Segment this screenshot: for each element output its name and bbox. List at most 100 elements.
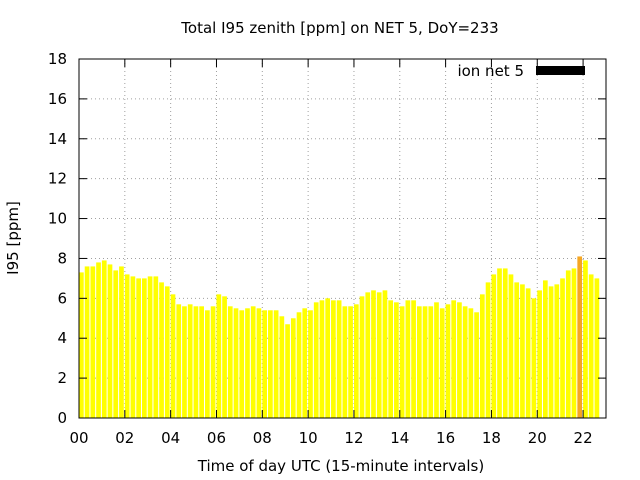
bar <box>474 312 479 418</box>
bars <box>79 256 600 418</box>
bar <box>537 290 542 418</box>
bar <box>457 302 462 418</box>
bar <box>353 304 359 418</box>
bar <box>90 266 96 418</box>
bar <box>124 274 130 418</box>
legend-label: ion net 5 <box>457 62 524 80</box>
x-tick-label: 04 <box>161 429 180 447</box>
x-tick-label: 22 <box>574 429 593 447</box>
chart-title: Total I95 zenith [ppm] on NET 5, DoY=233 <box>180 19 498 37</box>
bar <box>365 292 371 418</box>
bar <box>279 316 285 418</box>
bar <box>525 288 531 418</box>
bar <box>210 306 216 418</box>
bar <box>325 298 331 418</box>
bar <box>468 308 474 418</box>
bar <box>96 262 101 418</box>
bar <box>594 278 600 418</box>
bar <box>308 310 313 418</box>
bar <box>560 278 565 418</box>
y-tick-label: 0 <box>57 409 67 427</box>
bar <box>531 298 537 418</box>
bar <box>554 284 560 418</box>
y-tick-labels: 0 2 4 6 8 10 12 14 16 18 <box>48 50 67 427</box>
bar <box>434 302 439 418</box>
x-tick-labels: 00 02 04 06 08 10 12 14 16 18 20 22 <box>69 429 592 447</box>
bar <box>548 286 554 418</box>
bar <box>439 308 445 418</box>
bar <box>227 306 233 418</box>
bar <box>250 306 256 418</box>
bar <box>388 300 394 418</box>
y-tick-label: 4 <box>57 329 67 347</box>
bar <box>153 276 159 418</box>
bar <box>542 280 548 418</box>
y-axis-label: I95 [ppm] <box>4 201 22 275</box>
bar <box>399 306 405 418</box>
bar <box>222 296 227 418</box>
y-tick-label: 12 <box>48 170 67 188</box>
x-tick-label: 14 <box>390 429 409 447</box>
bar <box>445 304 451 418</box>
bar <box>164 286 170 418</box>
bar <box>508 274 514 418</box>
bar <box>296 312 302 418</box>
bar <box>342 306 348 418</box>
bar <box>79 272 84 418</box>
bar <box>313 302 319 418</box>
bar <box>577 256 583 418</box>
bar <box>514 282 520 418</box>
x-tick-label: 06 <box>207 429 226 447</box>
y-tick-label: 6 <box>57 289 67 307</box>
bar <box>101 260 107 418</box>
bar <box>583 260 588 418</box>
x-tick-label: 02 <box>115 429 134 447</box>
bar <box>193 306 199 418</box>
bar <box>422 306 428 418</box>
bar <box>187 304 193 418</box>
x-tick-label: 08 <box>253 429 272 447</box>
bar <box>159 282 164 418</box>
bar <box>376 292 382 418</box>
bar <box>262 310 267 418</box>
bar <box>497 268 502 418</box>
bar <box>411 300 416 418</box>
bar <box>565 270 571 418</box>
x-tick-label: 10 <box>299 429 318 447</box>
bar <box>502 268 508 418</box>
bar <box>428 306 434 418</box>
y-tick-label: 10 <box>48 210 67 228</box>
bar <box>136 278 141 418</box>
tick-marks <box>78 58 606 419</box>
bar <box>485 282 491 418</box>
bar <box>256 308 262 418</box>
bar <box>462 306 468 418</box>
bar <box>394 302 399 418</box>
bar <box>199 306 204 418</box>
bar <box>130 276 136 418</box>
bar <box>84 266 90 418</box>
bar <box>336 300 342 418</box>
bar <box>216 294 222 418</box>
plot-frame <box>78 58 607 419</box>
bar <box>405 300 411 418</box>
bar <box>119 266 124 418</box>
bar <box>245 308 250 418</box>
bar <box>268 310 273 418</box>
legend: ion net 5 <box>457 62 585 80</box>
bar <box>113 270 119 418</box>
bar <box>491 274 497 418</box>
x-tick-label: 12 <box>344 429 363 447</box>
bar <box>170 294 176 418</box>
legend-swatch <box>536 66 585 75</box>
bar <box>176 304 182 418</box>
x-tick-label: 00 <box>69 429 88 447</box>
bar <box>142 278 147 418</box>
bar <box>273 310 279 418</box>
bar <box>239 310 245 418</box>
bar <box>233 308 239 418</box>
bar <box>285 324 290 418</box>
bar <box>382 290 388 418</box>
bar <box>290 318 296 418</box>
